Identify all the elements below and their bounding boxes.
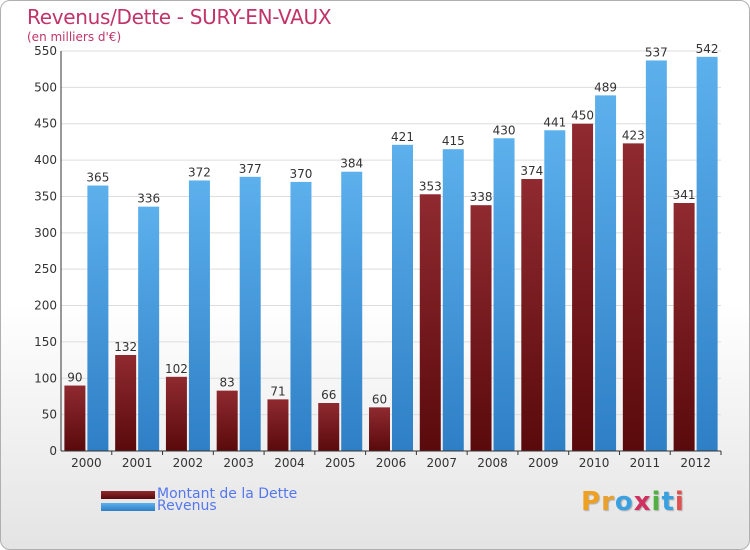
- data-label-debt: 60: [372, 392, 387, 406]
- x-tick-label: 2009: [528, 456, 559, 470]
- x-tick-label: 2006: [376, 456, 407, 470]
- y-tick-label: 0: [49, 444, 57, 458]
- x-tick-label: 2011: [630, 456, 661, 470]
- y-tick-label: 300: [34, 226, 57, 240]
- data-label-revenue: 372: [188, 165, 211, 179]
- bar-debt: [216, 390, 238, 451]
- chart-title: Revenus/Dette - SURY-EN-VAUX: [27, 5, 332, 29]
- data-label-debt: 102: [165, 362, 188, 376]
- x-tick-label: 2012: [680, 456, 711, 470]
- data-label-revenue: 441: [543, 115, 566, 129]
- data-label-debt: 353: [419, 179, 442, 193]
- y-tick-label: 500: [34, 80, 57, 94]
- data-label-debt: 450: [571, 109, 594, 123]
- data-label-revenue: 415: [442, 134, 465, 148]
- y-tick-label: 450: [34, 117, 57, 131]
- data-label-revenue: 377: [239, 162, 262, 176]
- bar-revenue: [290, 181, 312, 451]
- bar-revenue: [595, 95, 617, 451]
- x-tick-label: 2007: [426, 456, 457, 470]
- data-label-debt: 132: [114, 340, 137, 354]
- y-tick-label: 50: [42, 408, 57, 422]
- bar-revenue: [188, 180, 210, 452]
- bar-debt: [267, 399, 289, 451]
- chart-subtitle: (en milliers d'€): [27, 30, 122, 44]
- bar-debt: [64, 385, 86, 451]
- bar-debt: [673, 203, 695, 451]
- y-tick-label: 550: [34, 44, 57, 58]
- bar-debt: [318, 403, 340, 451]
- bar-revenue: [138, 206, 160, 451]
- data-label-debt: 374: [520, 164, 543, 178]
- data-label-revenue: 542: [696, 42, 719, 56]
- bar-debt: [572, 123, 594, 452]
- data-label-revenue: 421: [391, 130, 414, 144]
- y-tick-label: 150: [34, 335, 57, 349]
- data-label-debt: 71: [270, 384, 285, 398]
- x-tick-label: 2002: [173, 456, 204, 470]
- bar-revenue: [696, 56, 718, 452]
- bar-revenue: [442, 149, 464, 451]
- data-label-debt: 338: [470, 190, 493, 204]
- bar-revenue: [392, 144, 413, 451]
- data-label-revenue: 384: [340, 157, 363, 171]
- data-label-debt: 341: [673, 188, 696, 202]
- x-tick-label: 2004: [274, 456, 305, 470]
- bar-debt: [419, 194, 441, 452]
- legend-label-debt: Montant de la Dette: [157, 486, 298, 502]
- x-tick-label: 2001: [122, 456, 153, 470]
- bar-debt: [470, 205, 492, 451]
- y-tick-label: 100: [34, 371, 57, 385]
- data-label-revenue: 336: [137, 192, 160, 206]
- bar-revenue: [544, 130, 566, 452]
- data-label-revenue: 537: [645, 45, 668, 59]
- x-tick-label: 2003: [223, 456, 254, 470]
- x-tick-label: 2010: [579, 456, 610, 470]
- data-label-debt: 90: [67, 371, 82, 385]
- bar-revenue: [645, 60, 667, 452]
- bar-revenue: [239, 176, 261, 451]
- data-label-revenue: 489: [594, 80, 617, 94]
- legend-swatch-debt: [101, 491, 155, 499]
- data-label-debt: 423: [622, 128, 645, 142]
- x-tick-label: 2000: [71, 456, 102, 470]
- data-label-debt: 66: [321, 388, 336, 402]
- legend-label-revenue: Revenus: [157, 498, 217, 514]
- y-tick-label: 400: [34, 153, 57, 167]
- bar-debt: [622, 143, 644, 451]
- data-label-revenue: 370: [290, 167, 313, 181]
- data-label-revenue: 430: [493, 123, 516, 137]
- bar-debt: [165, 376, 187, 451]
- y-tick-label: 350: [34, 189, 57, 203]
- bar-revenue: [341, 171, 363, 451]
- bar-debt: [115, 355, 137, 451]
- y-tick-label: 250: [34, 262, 57, 276]
- proxiti-logo: Proxiti: [581, 487, 685, 517]
- bar-debt: [369, 407, 390, 451]
- data-label-debt: 83: [220, 376, 235, 390]
- y-tick-label: 200: [34, 299, 57, 313]
- bar-revenue: [493, 138, 515, 452]
- legend-swatch-revenue: [101, 503, 155, 511]
- bar-debt: [521, 179, 543, 451]
- bar-revenue: [87, 185, 109, 451]
- x-tick-label: 2005: [325, 456, 356, 470]
- data-label-revenue: 365: [86, 171, 109, 185]
- x-tick-label: 2008: [477, 456, 508, 470]
